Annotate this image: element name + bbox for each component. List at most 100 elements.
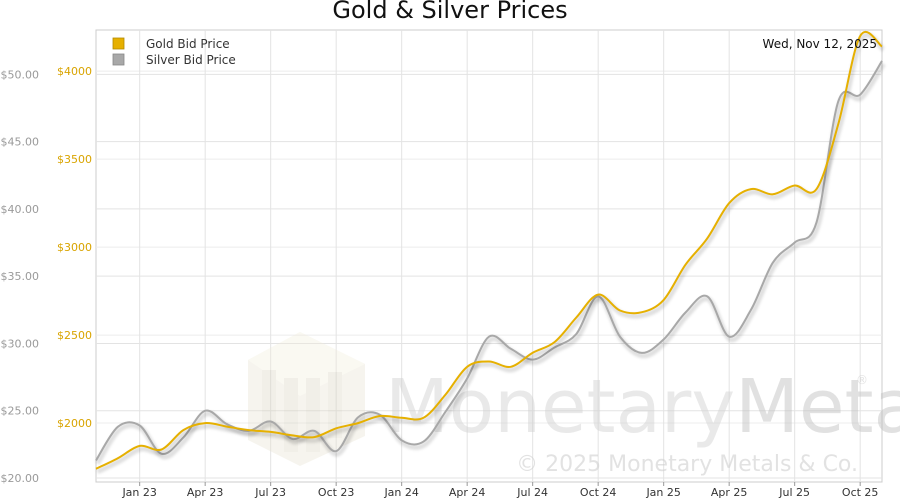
y-tick-gold: $3000 bbox=[57, 241, 92, 254]
x-tick-label: Apr 23 bbox=[187, 486, 224, 499]
data-point-gold bbox=[225, 424, 230, 429]
y-tick-gold: $2000 bbox=[57, 417, 92, 430]
data-point-gold bbox=[94, 466, 99, 471]
y-tick-silver: $25.00 bbox=[1, 405, 40, 418]
data-point-gold bbox=[836, 122, 841, 127]
data-point-silver bbox=[618, 334, 623, 339]
data-point-silver bbox=[443, 410, 448, 415]
data-point-gold bbox=[639, 310, 644, 315]
data-point-gold bbox=[727, 201, 732, 206]
data-point-silver bbox=[639, 350, 644, 355]
x-tick-label: Jan 23 bbox=[121, 486, 156, 499]
legend: Gold Bid Price Silver Bid Price bbox=[112, 37, 236, 67]
data-point-silver bbox=[421, 439, 426, 444]
data-point-gold bbox=[508, 364, 513, 369]
gridlines bbox=[96, 30, 882, 482]
data-point-silver bbox=[312, 428, 317, 433]
data-point-gold bbox=[246, 428, 251, 433]
data-point-gold bbox=[814, 187, 819, 192]
data-point-gold bbox=[268, 429, 273, 434]
data-point-gold bbox=[356, 421, 361, 426]
data-point-silver bbox=[203, 408, 208, 413]
y-tick-silver: $35.00 bbox=[1, 270, 40, 283]
data-point-gold bbox=[290, 433, 295, 438]
data-point-silver bbox=[661, 337, 666, 342]
x-tick-label: Oct 25 bbox=[842, 486, 879, 499]
x-tick-label: Oct 23 bbox=[318, 486, 355, 499]
data-point-silver bbox=[705, 294, 710, 299]
data-point-silver bbox=[137, 423, 142, 428]
data-point-gold bbox=[749, 187, 754, 192]
data-point-gold bbox=[683, 262, 688, 267]
data-point-silver bbox=[814, 220, 819, 225]
y-tick-gold: $4000 bbox=[57, 65, 92, 78]
y-tick-gold: $3500 bbox=[57, 153, 92, 166]
data-point-gold bbox=[421, 415, 426, 420]
x-tick-label: Jul 23 bbox=[254, 486, 286, 499]
y-tick-silver: $50.00 bbox=[1, 68, 40, 81]
data-point-silver bbox=[683, 310, 688, 315]
data-point-gold bbox=[661, 297, 666, 302]
data-point-gold bbox=[596, 292, 601, 297]
chart-date: Wed, Nov 12, 2025 bbox=[763, 37, 877, 51]
data-point-gold bbox=[552, 340, 557, 345]
data-point-gold bbox=[574, 315, 579, 320]
y-tick-silver: $20.00 bbox=[1, 472, 40, 485]
x-tick-label: Jul 25 bbox=[778, 486, 810, 499]
data-point-silver bbox=[880, 58, 885, 63]
data-point-silver bbox=[399, 438, 404, 443]
inner-axis-gold: $2000 $2500 $3000 $3500 $4000 bbox=[57, 65, 92, 430]
data-point-silver bbox=[115, 424, 120, 429]
left-axis-silver: $20.00 $25.00 $30.00 $35.00 $40.00 $45.00 $50.… bbox=[1, 68, 40, 485]
data-point-gold bbox=[334, 426, 339, 431]
x-tick-label: Apr 24 bbox=[449, 486, 486, 499]
plot-area bbox=[95, 29, 883, 483]
data-point-gold bbox=[203, 421, 208, 426]
legend-label-gold: Gold Bid Price bbox=[146, 37, 230, 51]
data-point-gold bbox=[312, 435, 317, 440]
data-point-gold bbox=[487, 359, 492, 364]
legend-label-silver: Silver Bid Price bbox=[146, 53, 236, 67]
x-tick-label: Jul 24 bbox=[516, 486, 548, 499]
legend-swatch-silver bbox=[112, 53, 125, 66]
data-point-silver bbox=[770, 260, 775, 265]
legend-swatch-gold bbox=[112, 37, 125, 50]
data-point-silver bbox=[858, 92, 863, 97]
data-point-silver bbox=[268, 419, 273, 424]
data-point-gold bbox=[137, 443, 142, 448]
data-point-silver bbox=[487, 334, 492, 339]
series-shadow-gold bbox=[96, 32, 886, 475]
data-point-gold bbox=[705, 236, 710, 241]
data-point-silver bbox=[792, 240, 797, 245]
chart-title: Gold & Silver Prices bbox=[332, 0, 567, 24]
data-point-gold bbox=[443, 392, 448, 397]
x-tick-label: Jan 24 bbox=[383, 486, 418, 499]
series-line-silver bbox=[95, 60, 883, 462]
series-line-gold bbox=[95, 30, 883, 470]
series-gold bbox=[94, 30, 886, 475]
data-point-gold bbox=[530, 350, 535, 355]
x-tick-label: Jan 25 bbox=[645, 486, 680, 499]
data-point-silver bbox=[508, 346, 513, 351]
data-point-silver bbox=[727, 334, 732, 339]
data-point-silver bbox=[749, 307, 754, 312]
data-point-gold bbox=[115, 456, 120, 461]
y-tick-silver: $30.00 bbox=[1, 337, 40, 350]
x-tick-label: Oct 24 bbox=[580, 486, 617, 499]
y-tick-silver: $40.00 bbox=[1, 203, 40, 216]
data-point-gold bbox=[792, 183, 797, 188]
x-tick-label: Apr 25 bbox=[711, 486, 748, 499]
y-tick-gold: $2500 bbox=[57, 329, 92, 342]
data-point-gold bbox=[159, 447, 164, 452]
data-point-silver bbox=[574, 332, 579, 337]
data-point-gold bbox=[465, 364, 470, 369]
data-point-gold bbox=[770, 192, 775, 197]
data-point-gold bbox=[618, 308, 623, 313]
data-point-gold bbox=[181, 428, 186, 433]
data-point-silver bbox=[334, 449, 339, 454]
data-point-silver bbox=[356, 415, 361, 420]
x-axis: Jan 23 Apr 23 Jul 23 Oct 23 Jan 24 Apr 24 Jul … bbox=[121, 482, 878, 499]
data-point-silver bbox=[836, 99, 841, 104]
data-point-silver bbox=[94, 458, 99, 463]
y-tick-silver: $45.00 bbox=[1, 136, 40, 149]
